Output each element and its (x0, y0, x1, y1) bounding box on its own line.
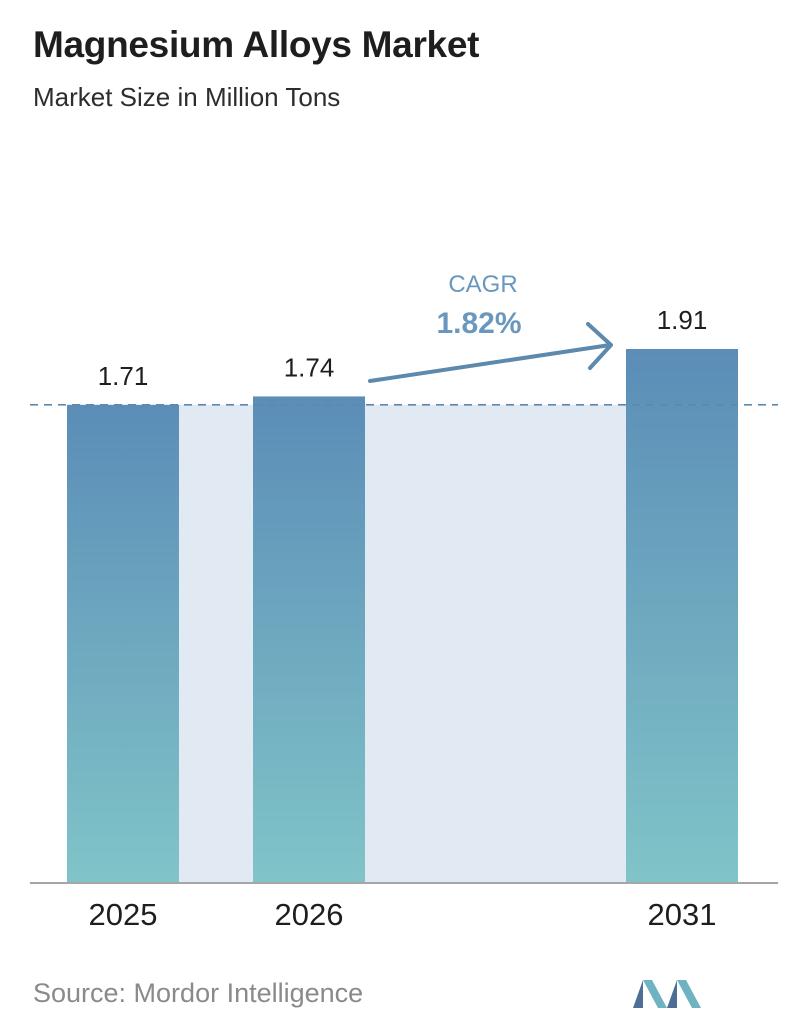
bar-2031 (626, 349, 738, 882)
value-labels: 1.71 1.74 1.91 (98, 305, 708, 391)
background-band (179, 404, 253, 882)
value-label-2026: 1.74 (284, 352, 335, 382)
chart-subtitle: Market Size in Million Tons (33, 82, 341, 112)
x-axis-tick-labels: 2025 2026 2031 (89, 897, 717, 932)
source-note: Source: Mordor Intelligence (33, 978, 364, 1008)
mordor-intelligence-logo-icon (633, 980, 701, 1008)
background-band (365, 404, 626, 882)
chart-title: Magnesium Alloys Market (33, 24, 480, 65)
x-tick-label-2025: 2025 (89, 897, 158, 932)
cagr-annotation: CAGR 1.82% (368, 271, 613, 383)
cagr-arrow-icon (368, 322, 613, 383)
x-tick-label-2026: 2026 (275, 897, 344, 932)
cagr-value: 1.82% (436, 307, 521, 340)
background-bands (179, 404, 626, 882)
cagr-label: CAGR (448, 271, 517, 298)
bar-2025 (67, 404, 179, 882)
x-tick-label-2031: 2031 (648, 897, 717, 932)
value-label-2031: 1.91 (657, 305, 708, 335)
bar-series (67, 349, 738, 882)
bar-2026 (253, 396, 365, 882)
value-label-2025: 1.71 (98, 361, 149, 391)
